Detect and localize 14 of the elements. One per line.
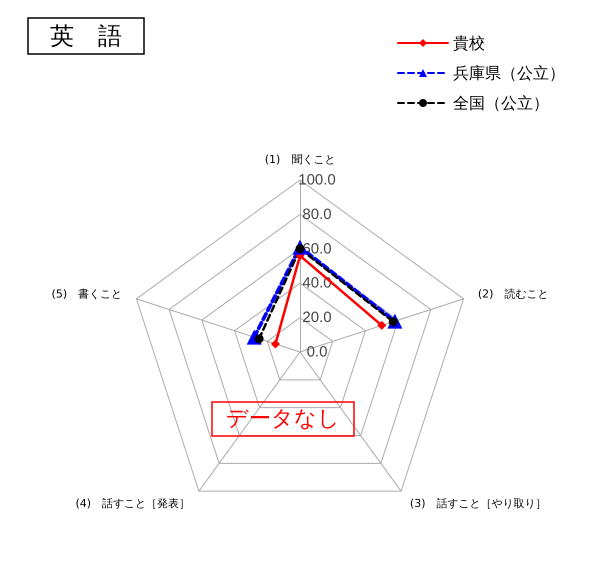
- y-tick-label: 100.0: [298, 172, 336, 188]
- chart-title: 英 語: [50, 22, 122, 50]
- y-tick-label: 80.0: [302, 206, 332, 223]
- y-tick-label: 20.0: [302, 309, 332, 326]
- spoke-label: (4) 話すこと［発表］: [75, 496, 190, 510]
- y-tick-label: 0.0: [306, 344, 328, 360]
- spoke-label: (3) 話すこと［やり取り］: [410, 496, 547, 510]
- spoke-label: (5) 書くこと: [52, 288, 122, 301]
- legend-label: 兵庫県（公立）: [453, 64, 565, 82]
- spoke-label: (2) 読むこと: [478, 288, 548, 301]
- legend-label: 全国（公立）: [453, 94, 549, 112]
- spoke-label: (1) 聞くこと: [264, 153, 336, 166]
- text: データなし: [226, 406, 340, 432]
- legend-label: 貴校: [453, 34, 485, 52]
